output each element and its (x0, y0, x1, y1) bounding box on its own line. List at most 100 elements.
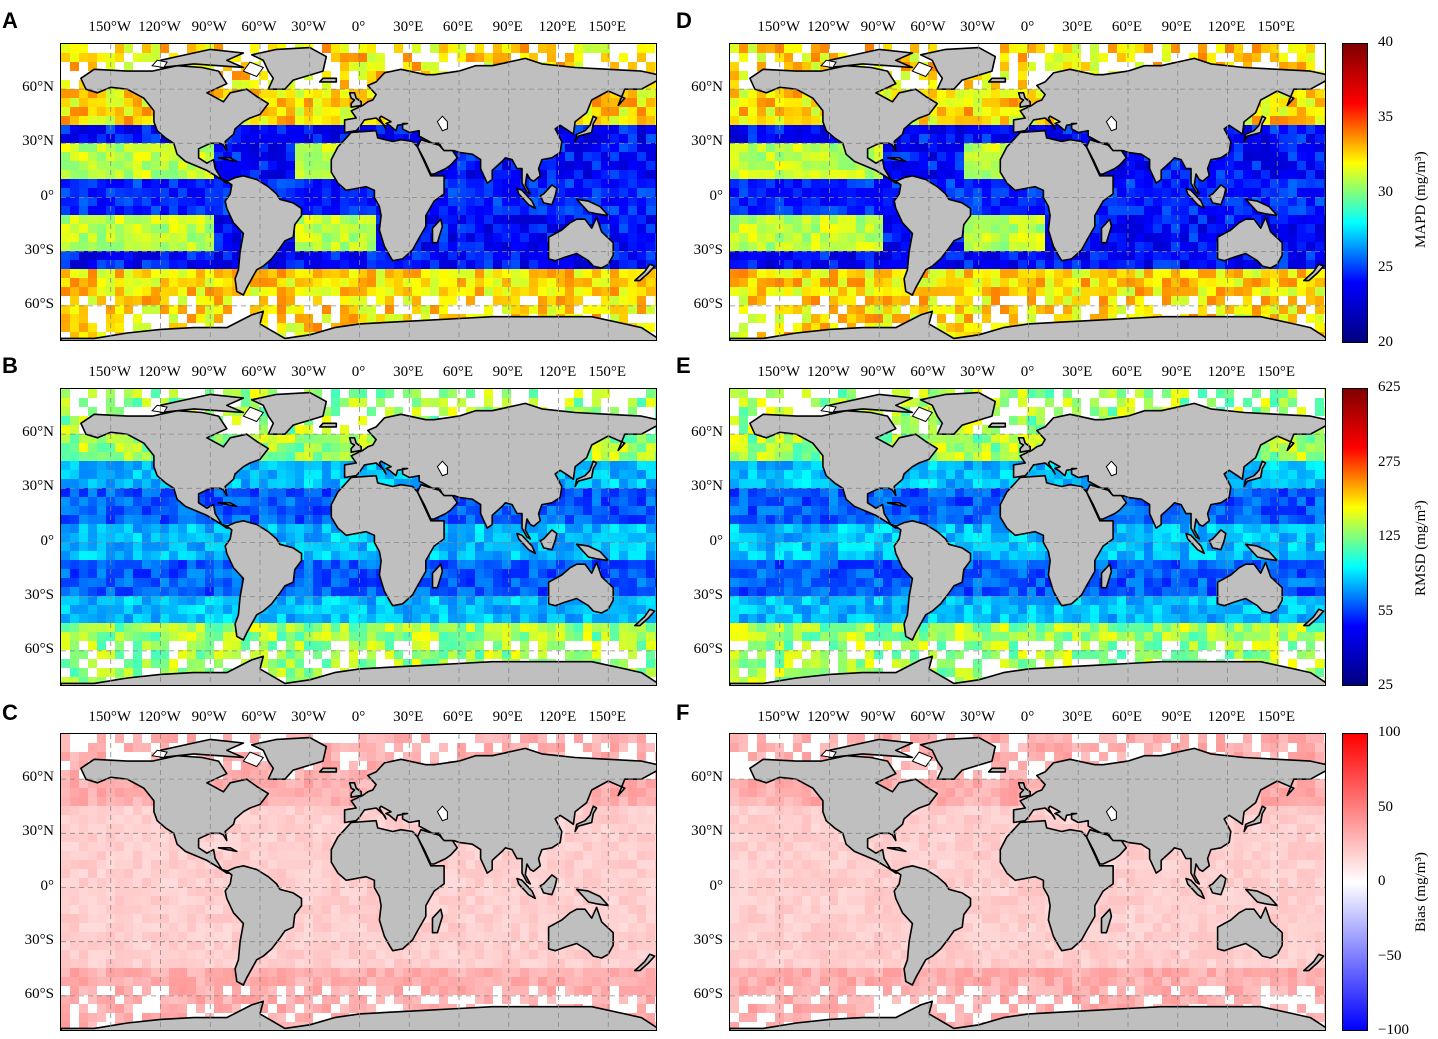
longitude-label: 0° (352, 709, 366, 726)
colorbar-rmsd (1342, 388, 1368, 686)
latitude-label: 30°N (4, 478, 54, 495)
panel-letter-a: A (2, 10, 18, 32)
longitude-label: 90°W (861, 364, 896, 381)
colorbar-tick-label: 40 (1378, 34, 1393, 51)
longitude-label: 60°W (910, 709, 945, 726)
colorbar-tick-label: 30 (1378, 184, 1393, 201)
longitude-label: 60°W (241, 709, 276, 726)
longitude-label: 150°W (88, 709, 131, 726)
colorbar-tick-label: 0 (1378, 873, 1386, 890)
land-polygon (989, 768, 1006, 772)
latitude-label: 60°N (4, 769, 54, 786)
colorbar-tick-label: 625 (1378, 379, 1401, 396)
latitude-label: 60°S (673, 296, 723, 313)
latitude-label: 60°S (673, 641, 723, 658)
map-panel-b (60, 388, 657, 686)
longitude-label: 150°E (588, 364, 626, 381)
latitude-label: 60°S (4, 296, 54, 313)
longitude-label: 30°W (291, 364, 326, 381)
colorbar-tick-label: −50 (1378, 948, 1401, 965)
longitude-label: 120°W (138, 709, 181, 726)
longitude-label: 30°E (393, 19, 423, 36)
colorbar-mapd (1342, 43, 1368, 343)
latitude-label: 60°N (673, 79, 723, 96)
map-panel-c (60, 733, 657, 1031)
latitude-label: 30°N (4, 133, 54, 150)
longitude-label: 150°E (1257, 19, 1295, 36)
latitude-label: 60°S (4, 986, 54, 1003)
longitude-label: 150°E (1257, 364, 1295, 381)
latitude-label: 60°N (4, 79, 54, 96)
latitude-label: 30°N (673, 478, 723, 495)
panel-letter-e: E (676, 355, 691, 377)
colorbar-title-rmsd: RMSD (mg/m³) (1413, 500, 1430, 596)
longitude-label: 60°E (1112, 19, 1142, 36)
latitude-label: 60°N (4, 424, 54, 441)
longitude-label: 60°W (241, 19, 276, 36)
longitude-label: 150°W (88, 19, 131, 36)
map-panel-f-svg (730, 734, 1326, 1031)
longitude-label: 120°W (807, 364, 850, 381)
longitude-label: 30°E (1062, 709, 1092, 726)
colorbar-title-bias: Bias (mg/m³) (1413, 852, 1430, 932)
longitude-label: 0° (352, 19, 366, 36)
latitude-label: 60°N (673, 769, 723, 786)
latitude-label: 0° (673, 878, 723, 895)
map-panel-e-svg (730, 389, 1326, 686)
land-polygon (320, 423, 337, 427)
latitude-label: 0° (4, 533, 54, 550)
longitude-label: 90°E (493, 709, 523, 726)
longitude-label: 30°W (291, 709, 326, 726)
colorbar-tick-label: 50 (1378, 799, 1393, 816)
longitude-label: 120°E (1208, 19, 1246, 36)
panel-letter-f: F (676, 702, 689, 724)
longitude-label: 150°E (1257, 709, 1295, 726)
longitude-label: 30°E (1062, 19, 1092, 36)
longitude-label: 60°W (910, 364, 945, 381)
longitude-label: 120°W (138, 364, 181, 381)
land-polygon (320, 768, 337, 772)
colorbar-tick-label: −100 (1378, 1022, 1409, 1039)
latitude-label: 30°S (4, 242, 54, 259)
latitude-label: 0° (4, 878, 54, 895)
panel-letter-d: D (676, 10, 692, 32)
latitude-label: 30°S (673, 932, 723, 949)
latitude-label: 60°S (673, 986, 723, 1003)
longitude-label: 90°E (1162, 364, 1192, 381)
longitude-label: 150°E (588, 19, 626, 36)
land-polygon (989, 423, 1006, 427)
longitude-label: 30°W (291, 19, 326, 36)
latitude-label: 30°S (673, 242, 723, 259)
latitude-label: 30°N (673, 823, 723, 840)
colorbar-bias (1342, 733, 1368, 1031)
map-panel-a-svg (61, 44, 657, 341)
longitude-label: 120°E (539, 364, 577, 381)
longitude-label: 60°E (1112, 709, 1142, 726)
longitude-label: 60°E (443, 709, 473, 726)
colorbar-title-mapd: MAPD (mg/m³) (1413, 151, 1430, 248)
longitude-label: 150°W (88, 364, 131, 381)
colorbar-tick-label: 55 (1378, 603, 1393, 620)
colorbar-tick-label: 25 (1378, 259, 1393, 276)
longitude-label: 90°E (493, 19, 523, 36)
longitude-label: 30°E (393, 364, 423, 381)
map-panel-a (60, 43, 657, 341)
land-polygon (320, 78, 337, 82)
longitude-label: 120°W (807, 709, 850, 726)
latitude-label: 0° (673, 533, 723, 550)
longitude-label: 30°E (1062, 364, 1092, 381)
map-panel-e (729, 388, 1326, 686)
latitude-label: 60°N (673, 424, 723, 441)
latitude-label: 30°S (4, 587, 54, 604)
longitude-label: 30°E (393, 709, 423, 726)
longitude-label: 120°E (539, 19, 577, 36)
colorbar-tick-label: 20 (1378, 334, 1393, 351)
longitude-label: 60°E (1112, 364, 1142, 381)
latitude-label: 30°N (4, 823, 54, 840)
longitude-label: 90°W (192, 19, 227, 36)
longitude-label: 0° (352, 364, 366, 381)
colorbar-tick-label: 35 (1378, 109, 1393, 126)
longitude-label: 60°W (910, 19, 945, 36)
colorbar-tick-label: 25 (1378, 677, 1393, 694)
land-polygon (989, 78, 1006, 82)
